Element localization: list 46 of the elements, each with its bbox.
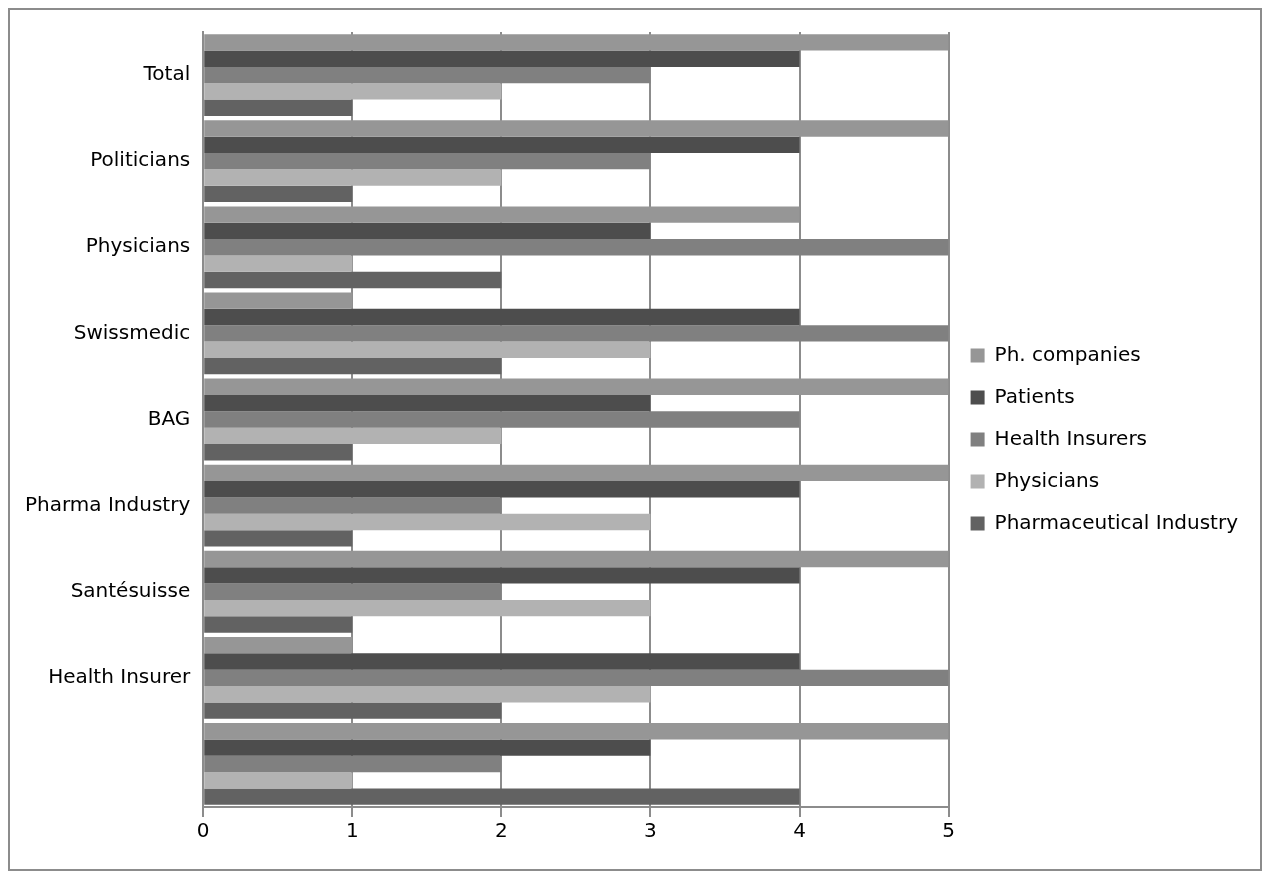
- bar: [204, 427, 502, 445]
- legend-label: Pharmaceutical Industry: [994, 509, 1239, 534]
- bar: [204, 513, 651, 531]
- bar: [204, 530, 353, 547]
- y-tick-label: Swissmedic: [73, 319, 191, 344]
- bar: [204, 341, 651, 358]
- y-tick-label: Total: [142, 61, 191, 86]
- bar: [204, 83, 502, 100]
- bar: [204, 50, 800, 67]
- legend-label: Patients: [994, 383, 1075, 408]
- bar: [204, 271, 502, 289]
- x-tick-label: 3: [644, 818, 657, 843]
- y-tick-label: Santésuisse: [70, 577, 191, 602]
- bar: [204, 136, 800, 153]
- bar: [204, 788, 800, 805]
- bar: [204, 686, 651, 703]
- bar: [204, 255, 353, 272]
- y-tick-label: Pharma Industry: [24, 491, 191, 516]
- y-tick-label: Health Insurer: [48, 664, 191, 689]
- x-tick-label: 1: [345, 818, 359, 843]
- bar: [204, 357, 502, 375]
- bar: [204, 772, 353, 789]
- bar: [204, 394, 651, 412]
- x-tick-label: 0: [196, 818, 210, 843]
- legend-label: Ph. companies: [994, 341, 1141, 366]
- legend-label: Health Insurers: [994, 425, 1148, 450]
- bar: [204, 599, 651, 617]
- legend-label: Physicians: [994, 467, 1100, 492]
- bar: [204, 222, 651, 240]
- bar: [204, 653, 800, 670]
- bar: [204, 185, 353, 203]
- bar: [204, 567, 800, 584]
- y-tick-label: BAG: [147, 405, 191, 430]
- x-tick-label: 2: [495, 818, 508, 843]
- bar: [204, 99, 353, 116]
- y-tick-label: Politicians: [90, 147, 191, 172]
- bar: [204, 444, 353, 461]
- bar: [204, 702, 502, 719]
- bar: [204, 739, 651, 756]
- bar: [204, 169, 502, 186]
- bar: [204, 308, 800, 326]
- bar: [204, 616, 353, 633]
- x-tick-label: 4: [793, 818, 806, 843]
- bar: [204, 481, 800, 498]
- x-tick-label: 5: [942, 818, 955, 843]
- y-tick-label: Physicians: [85, 233, 191, 258]
